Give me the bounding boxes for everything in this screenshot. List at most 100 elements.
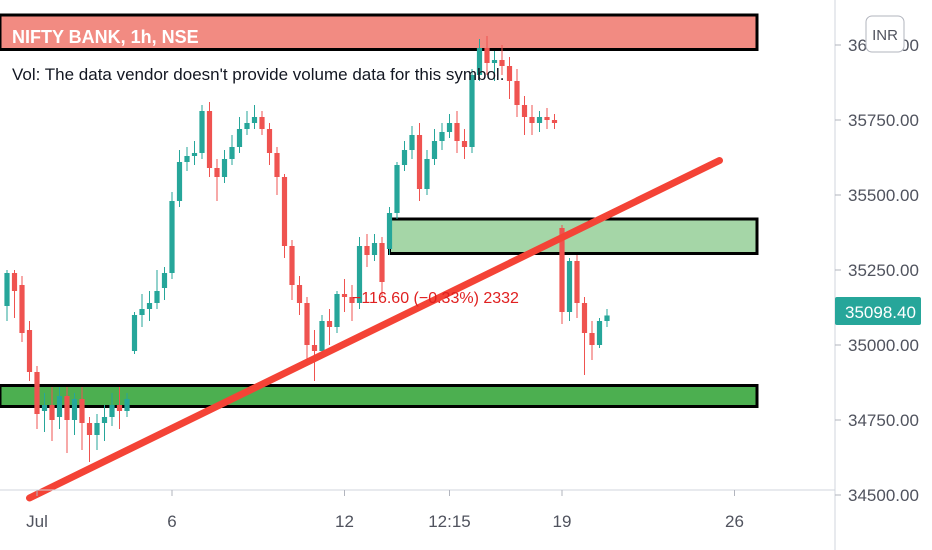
candle (266, 123, 273, 165)
last-price-label: 35098.40 (845, 303, 916, 322)
time-axis[interactable]: Jul 6 12 12:15 19 26 (26, 490, 744, 531)
candle-body (79, 399, 85, 423)
candle-body (94, 423, 100, 435)
price-tick-label: 35500.00 (848, 186, 919, 205)
candle (364, 234, 370, 267)
candle-body (4, 273, 10, 306)
price-tick-label: 35000.00 (848, 336, 919, 355)
candle (281, 174, 288, 258)
candle-body (296, 285, 303, 303)
candle (116, 387, 123, 429)
candle-body (341, 294, 348, 297)
candle (536, 111, 543, 132)
candle-body (191, 153, 198, 156)
candle-body (86, 423, 93, 435)
candle-body (506, 66, 513, 81)
candle (521, 96, 528, 135)
candle (506, 57, 513, 99)
candle-body (469, 75, 475, 147)
price-axis[interactable]: 36000.0035750.0035500.0035250.0035000.00… (835, 36, 919, 505)
zone-layer (0, 13, 759, 408)
candle-body (161, 273, 168, 288)
candle-body (521, 105, 528, 117)
candle (304, 297, 310, 366)
candle (94, 414, 100, 450)
candle (154, 270, 160, 309)
candle (251, 105, 258, 129)
candle-body (401, 150, 408, 165)
candle (326, 309, 333, 345)
candle (19, 276, 25, 342)
candle (161, 267, 168, 300)
candle-body (394, 165, 400, 213)
candle-body (56, 396, 63, 417)
candle (559, 225, 565, 324)
time-tick-label: 12 (335, 512, 354, 531)
time-tick-label: 19 (553, 512, 572, 531)
currency-badge[interactable]: INR (865, 15, 905, 53)
candle (236, 117, 243, 153)
currency-badge-box[interactable] (865, 15, 905, 53)
candle-body (184, 156, 190, 162)
candle (26, 321, 33, 381)
candle-body (116, 405, 123, 411)
candle-body (326, 321, 333, 327)
candle (274, 147, 280, 195)
candle-body (319, 321, 325, 351)
candle (499, 45, 505, 75)
candle (551, 114, 558, 129)
candle (514, 69, 520, 117)
candle (341, 279, 348, 312)
candle (86, 417, 93, 462)
trend-layer[interactable] (26, 157, 723, 502)
candle-body (26, 330, 33, 372)
candle (131, 312, 138, 354)
candle-body (409, 135, 415, 150)
candle (169, 192, 175, 279)
candle-body (71, 399, 78, 420)
candle (4, 270, 10, 321)
candle (596, 318, 603, 348)
candle-body (34, 372, 40, 414)
candle (349, 285, 355, 321)
candle (446, 114, 453, 138)
price-tick-label: 34750.00 (848, 411, 919, 430)
candle-body (49, 405, 55, 420)
candle (416, 123, 423, 201)
candle (109, 393, 115, 426)
candle (124, 393, 130, 417)
candle-body (11, 273, 18, 291)
time-tick-label: 12:15 (428, 512, 471, 531)
time-tick-label: Jul (26, 512, 48, 531)
last-price-marker: 35098.40 (835, 297, 921, 325)
candle-body (499, 60, 505, 66)
candle-body (431, 141, 438, 159)
candle-body (311, 345, 318, 351)
candle-body (446, 123, 453, 132)
candle-body (274, 153, 280, 177)
candle-body (289, 246, 295, 285)
candle-body (596, 321, 603, 345)
candle-body (491, 60, 498, 63)
candle-body (266, 129, 273, 153)
candle (176, 150, 183, 207)
candle (146, 291, 153, 321)
candle (296, 276, 303, 315)
candle-body (484, 48, 490, 63)
candle-body (199, 111, 205, 153)
candle-body (101, 417, 108, 423)
candle-body (244, 123, 250, 129)
candle-body (364, 246, 370, 255)
candle (356, 237, 363, 309)
currency-badge-label: INR (872, 27, 898, 44)
candle (221, 150, 228, 183)
candle-body (259, 117, 265, 129)
candle-body (476, 48, 483, 75)
candle (34, 366, 40, 429)
candle-body (379, 243, 385, 282)
candle (454, 111, 460, 153)
candle-body (64, 396, 70, 420)
candle-body (514, 81, 520, 105)
candle-body (109, 405, 115, 417)
